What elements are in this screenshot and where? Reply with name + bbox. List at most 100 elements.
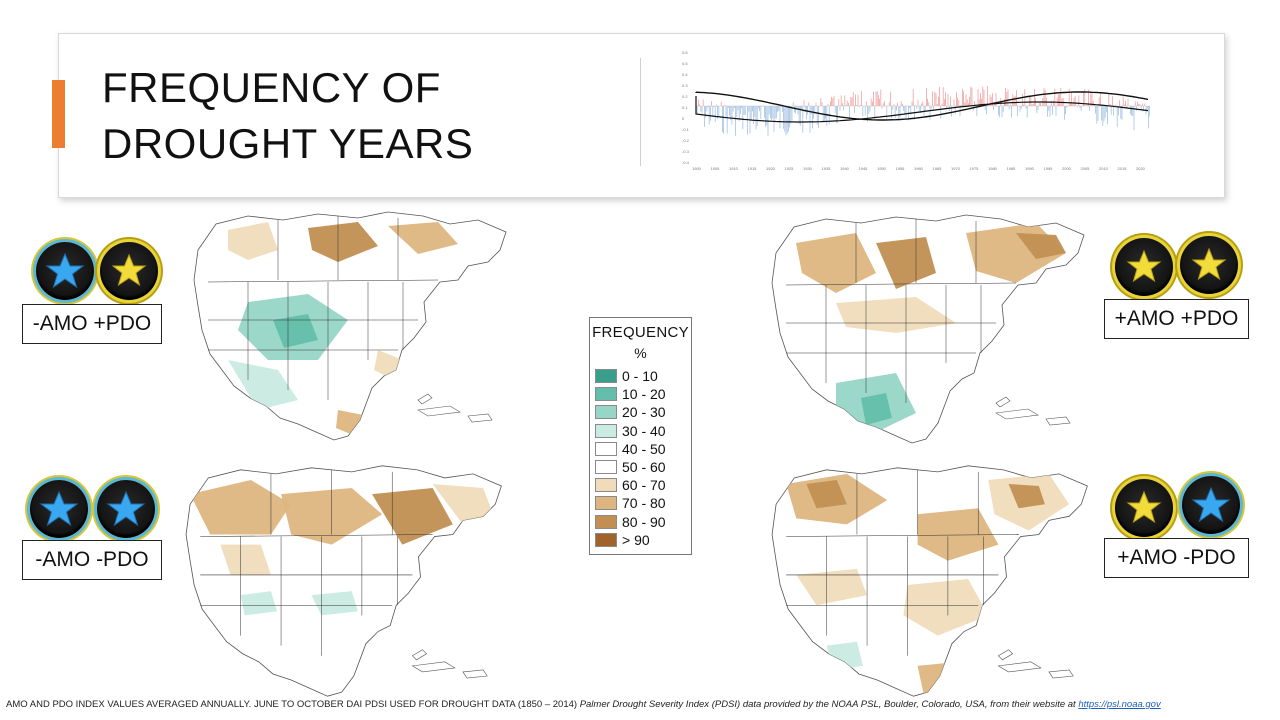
drought-frequency-shading [228, 222, 458, 435]
title-line-2: DROUGHT YEARS [102, 120, 474, 167]
monthly-index-bars [695, 86, 1151, 136]
x-tick-label: 1985 [1007, 166, 1017, 171]
political-boundaries [207, 216, 439, 400]
legend-swatch [595, 423, 617, 438]
x-tick-label: 1935 [822, 166, 832, 171]
y-tick-label: -0.3 [682, 149, 690, 154]
legend-label: 70 - 80 [622, 495, 666, 512]
x-tick-label: 2010 [1099, 166, 1109, 171]
y-tick-label: 0.4 [682, 72, 688, 77]
north-america-map [771, 214, 1085, 444]
map-plus-amo-minus-pdo [766, 462, 1150, 700]
x-tick-label: 1910 [729, 166, 739, 171]
title-line-1: FREQUENCY OF [102, 64, 441, 111]
legend-item: 10 - 20 [590, 385, 691, 403]
legend-item: 0 - 10 [590, 367, 691, 385]
title-divider [640, 58, 641, 166]
x-tick-label: 1960 [914, 166, 924, 171]
amo-negative-badge [36, 242, 94, 300]
blue-star-icon [106, 490, 146, 527]
blue-star-icon [1191, 486, 1231, 523]
yellow-star-icon [1126, 490, 1162, 524]
x-tick-label: 1925 [785, 166, 795, 171]
title-card [58, 33, 1225, 198]
caribbean-islands [417, 393, 493, 423]
x-tick-label: 1940 [840, 166, 850, 171]
caribbean-islands [995, 396, 1071, 426]
x-tick-label: 1980 [988, 166, 998, 171]
x-tick-label: 1990 [1025, 166, 1035, 171]
legend-swatch [595, 387, 617, 402]
legend-swatch [595, 478, 617, 493]
legend-item: 70 - 80 [590, 494, 691, 512]
north-america-map [193, 211, 507, 441]
legend-label: 0 - 10 [622, 368, 658, 385]
legend-item: 30 - 40 [590, 422, 691, 440]
legend-label: 30 - 40 [622, 422, 666, 439]
x-tick-label: 2015 [1118, 166, 1128, 171]
x-tick-label: 2000 [1062, 166, 1072, 171]
legend-swatch [595, 405, 617, 420]
x-tick-label: 1915 [748, 166, 758, 171]
footnote-credit-text: Palmer Drought Severity Index (PDSI) dat… [579, 699, 1079, 710]
y-tick-label: 0.2 [682, 94, 688, 99]
x-tick-label: 1975 [970, 166, 980, 171]
pdo-negative-badge [1182, 476, 1240, 534]
map-plus-amo-plus-pdo [766, 210, 1146, 448]
political-boundaries [786, 469, 1019, 656]
political-boundaries [200, 469, 433, 656]
drought-frequency-shading [786, 473, 1070, 695]
phase-label-minus-amo-plus-pdo: -AMO +PDO [22, 304, 162, 344]
x-tick-label: 1920 [766, 166, 776, 171]
smoothed-index-curve [695, 96, 1149, 123]
legend-item: > 90 [590, 531, 691, 549]
y-tick-label: -0.2 [682, 138, 690, 143]
legend-item: 80 - 90 [590, 513, 691, 531]
x-tick-label: 1950 [877, 166, 887, 171]
source-footnote: AMO AND PDO INDEX VALUES AVERAGED ANNUAL… [6, 699, 1276, 710]
legend-swatch [595, 532, 617, 547]
title-accent-bar [52, 80, 65, 148]
x-tick-label: 1965 [933, 166, 943, 171]
x-tick-label: 1905 [711, 166, 721, 171]
amo-positive-badge [1115, 238, 1173, 296]
legend-swatch [595, 441, 617, 456]
yellow-star-icon [1191, 247, 1227, 281]
slide-title: FREQUENCY OF DROUGHT YEARS [102, 60, 582, 172]
legend-label: 10 - 20 [622, 386, 666, 403]
legend-title: FREQUENCY [592, 324, 689, 341]
map-minus-amo-minus-pdo [180, 462, 564, 700]
x-tick-label: 1945 [859, 166, 869, 171]
smoothed-index-curve [695, 91, 1149, 121]
legend-label: 20 - 30 [622, 404, 666, 421]
y-tick-label: 0 [682, 116, 685, 121]
x-tick-label: 1970 [951, 166, 961, 171]
blue-star-icon [45, 252, 85, 289]
yellow-star-icon [1126, 249, 1162, 283]
map-minus-amo-plus-pdo [188, 210, 568, 442]
y-tick-label: -0.4 [682, 160, 690, 165]
legend-swatch [595, 369, 617, 384]
legend-swatch [595, 496, 617, 511]
yellow-star-icon [111, 253, 147, 287]
caribbean-islands [411, 649, 488, 679]
legend-swatch [595, 514, 617, 529]
phase-label-minus-amo-minus-pdo: -AMO -PDO [22, 540, 162, 580]
y-tick-label: 0.5 [682, 61, 688, 66]
x-tick-label: 1995 [1044, 166, 1054, 171]
phase-label-plus-amo-plus-pdo: +AMO +PDO [1104, 299, 1249, 339]
legend-label: 40 - 50 [622, 440, 666, 457]
footnote-source-link[interactable]: https://psl.noaa.gov [1078, 699, 1161, 710]
political-boundaries [785, 219, 1017, 403]
blue-star-icon [39, 490, 79, 527]
legend-label: 60 - 70 [622, 477, 666, 494]
phase-label-plus-amo-minus-pdo: +AMO -PDO [1104, 538, 1249, 578]
frequency-legend: FREQUENCY % 0 - 10 10 - 20 20 - 30 30 - 40 4… [589, 317, 692, 555]
legend-item: 40 - 50 [590, 440, 691, 458]
legend-item: 50 - 60 [590, 458, 691, 476]
amo-negative-badge [30, 480, 88, 538]
pdo-negative-badge [97, 480, 155, 538]
legend-label: 80 - 90 [622, 513, 666, 530]
y-tick-label: 0.6 [682, 50, 688, 55]
x-tick-label: 1955 [896, 166, 906, 171]
